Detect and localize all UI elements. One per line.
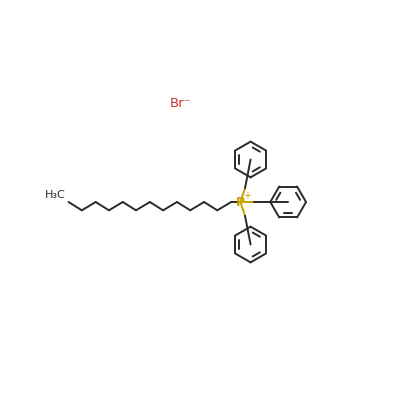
Text: Br⁻: Br⁻ [170, 97, 191, 110]
Text: H₃C: H₃C [45, 190, 66, 200]
Text: P: P [236, 196, 245, 208]
Text: +: + [242, 192, 250, 202]
